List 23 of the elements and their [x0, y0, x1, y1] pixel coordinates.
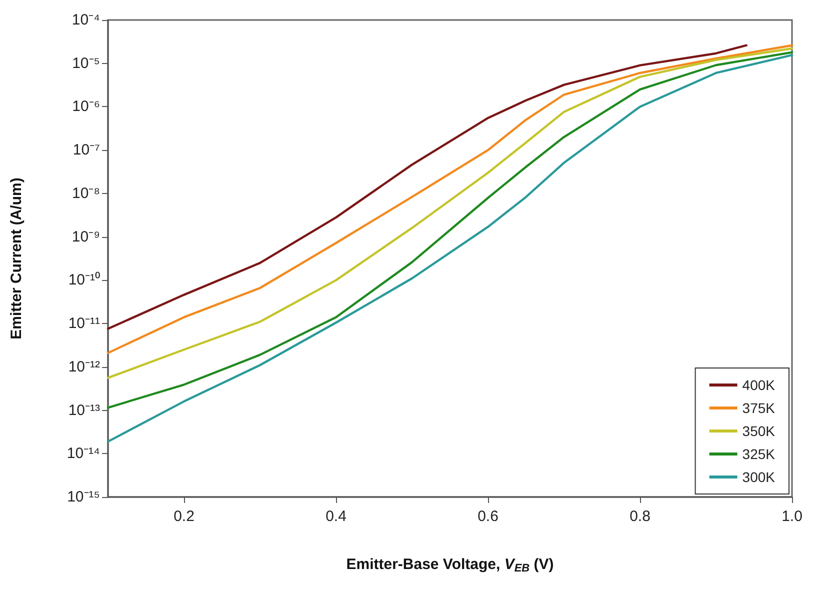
y-tick-label: 10⁻⁷ [72, 142, 100, 159]
y-tick-label: 10⁻⁹ [72, 228, 100, 246]
x-tick-label: 0.8 [630, 508, 650, 525]
y-tick-label: 10⁻¹⁰ [68, 272, 100, 289]
y-tick-label: 10⁻¹³ [68, 402, 100, 419]
x-tick-label: 1.0 [782, 508, 802, 525]
x-tick-label: 0.6 [478, 508, 498, 525]
x-tick-label: 0.4 [326, 508, 346, 525]
legend-label: 400K [742, 377, 776, 393]
legend-label: 300K [742, 469, 776, 485]
y-tick-label: 10⁻¹⁴ [66, 445, 100, 462]
legend-label: 325K [742, 446, 776, 462]
y-tick-label: 10⁻¹¹ [68, 315, 100, 332]
y-axis-title: Emitter Current (A/um) [8, 178, 25, 340]
legend-label: 350K [742, 423, 776, 439]
legend-label: 375K [742, 400, 776, 416]
y-tick-label: 10⁻⁵ [72, 54, 100, 72]
y-tick-label: 10⁻⁴ [72, 12, 100, 28]
y-tick-label: 10⁻⁶ [72, 98, 100, 116]
y-tick-label: 10⁻⁸ [72, 184, 100, 202]
x-tick-label: 0.2 [174, 508, 194, 525]
y-tick-label: 10⁻¹⁵ [67, 488, 100, 506]
y-tick-label: 10⁻¹² [68, 358, 100, 376]
